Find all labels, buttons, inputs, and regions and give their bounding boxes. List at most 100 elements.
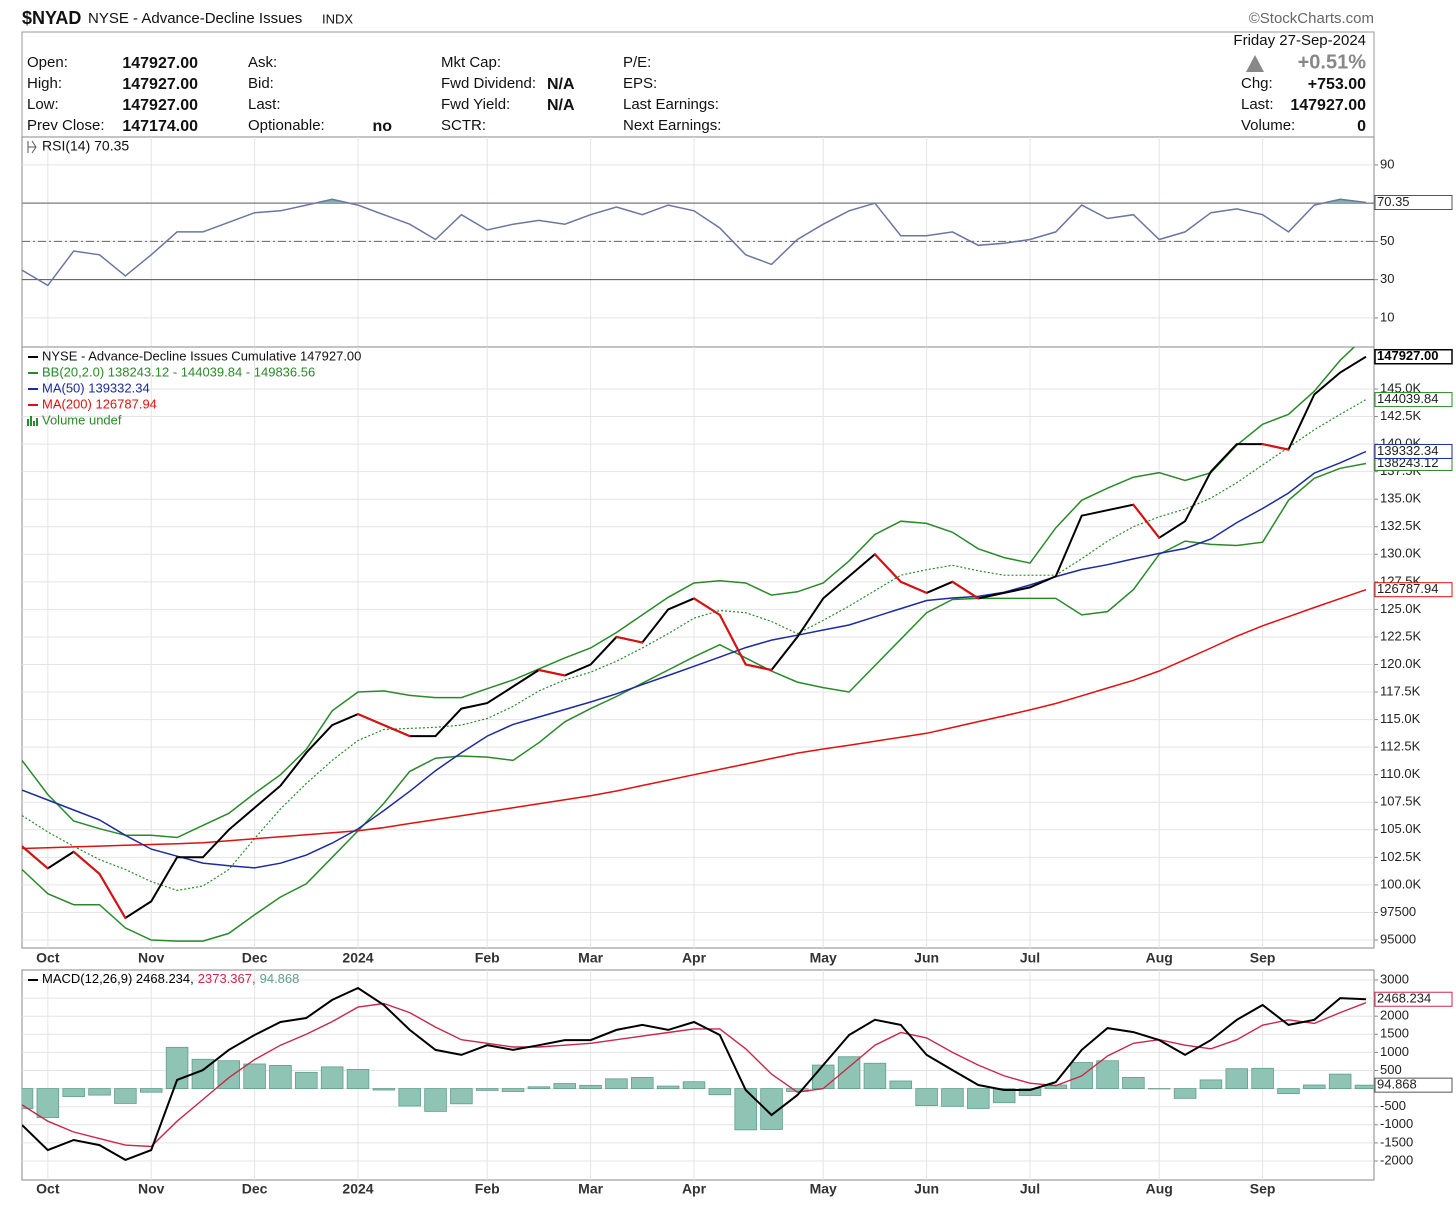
histogram-bar xyxy=(139,1088,163,1093)
histogram-bar xyxy=(992,1088,1016,1104)
credit: ©StockCharts.com xyxy=(1249,10,1374,27)
legend-entry: MA(200) 126787.94 xyxy=(42,396,157,411)
price-down-segment xyxy=(1261,443,1290,451)
histogram-bar xyxy=(1328,1073,1352,1089)
quote-value: no xyxy=(372,118,392,135)
legend-entry: MACD(12,26,9) 2468.234, xyxy=(42,971,194,986)
y-tick-label: 112.5K xyxy=(1380,739,1421,754)
rsi-line xyxy=(22,198,1367,287)
price-down-segment xyxy=(951,580,980,600)
histogram-bar xyxy=(837,1056,861,1089)
x-tick-label: Feb xyxy=(475,1181,500,1197)
quote-value: 147927.00 xyxy=(1290,97,1366,114)
histogram-bar xyxy=(967,1088,990,1109)
x-tick-label: Jun xyxy=(914,1181,939,1197)
quote-value: N/A xyxy=(547,97,575,114)
x-tick-label: Mar xyxy=(578,1181,603,1197)
bb-middle xyxy=(22,399,1367,892)
quote-label: Next Earnings: xyxy=(623,117,721,134)
value-box-label: 70.35 xyxy=(1377,194,1410,209)
histogram-bar xyxy=(450,1088,473,1105)
histogram-bar xyxy=(1303,1084,1326,1089)
price-down-segment xyxy=(357,713,385,727)
histogram-bar xyxy=(1096,1060,1119,1089)
legend-entry: NYSE - Advance-Decline Issues Cumulative… xyxy=(42,348,361,363)
histogram-bar xyxy=(605,1078,628,1089)
up-arrow xyxy=(1246,55,1264,72)
change-pct: +0.51% xyxy=(1298,51,1367,73)
price-down-segment xyxy=(22,845,49,870)
value-box-label: 144039.84 xyxy=(1377,391,1438,406)
x-tick-label: Aug xyxy=(1146,1181,1173,1197)
histogram-bar xyxy=(501,1088,525,1092)
quote-label: Fwd Yield: xyxy=(441,96,510,113)
quote-value: 0 xyxy=(1357,118,1366,135)
histogram-bar xyxy=(1018,1088,1042,1096)
y-tick-label: -500 xyxy=(1380,1098,1406,1113)
histogram-bar xyxy=(346,1069,370,1089)
quote-value: +753.00 xyxy=(1308,76,1366,93)
histogram-bar xyxy=(22,1088,34,1110)
x-tick-label: May xyxy=(810,1181,837,1197)
histogram-bar xyxy=(553,1083,577,1089)
legend-entry: BB(20,2.0) 138243.12 - 144039.84 - 14983… xyxy=(42,364,315,379)
quote-label: Last: xyxy=(1241,96,1274,113)
x-tick-label: Oct xyxy=(36,1181,60,1197)
quote-value: N/A xyxy=(547,76,575,93)
quote-label: Fwd Dividend: xyxy=(441,75,536,92)
y-tick-label: 1500 xyxy=(1380,1026,1409,1041)
value-box xyxy=(1374,991,1453,1007)
quote-label: Ask: xyxy=(248,54,277,71)
rsi-icon xyxy=(27,140,37,154)
quote-label: EPS: xyxy=(623,75,657,92)
y-tick-label: 30 xyxy=(1380,271,1394,286)
price-down-segment xyxy=(693,597,721,616)
value-box xyxy=(1374,195,1453,211)
value-box xyxy=(1374,1077,1453,1093)
quote-label: P/E: xyxy=(623,54,651,71)
rsi-title: RSI(14) 70.35 xyxy=(42,138,129,154)
histogram-bar xyxy=(734,1088,757,1131)
histogram-bar xyxy=(1354,1084,1374,1089)
y-tick-label: 130.0K xyxy=(1380,546,1422,561)
value-box-label: 147927.00 xyxy=(1377,348,1438,363)
histogram-bar xyxy=(760,1088,783,1130)
histogram-bar xyxy=(36,1088,60,1118)
quote-value: 147927.00 xyxy=(122,97,198,114)
histogram-bar xyxy=(682,1081,706,1089)
y-tick-label: 3000 xyxy=(1380,971,1409,986)
histogram-bar xyxy=(320,1066,344,1089)
histogram-bar xyxy=(114,1088,137,1104)
y-tick-label: 1000 xyxy=(1380,1044,1409,1059)
quote-value: 147174.00 xyxy=(122,118,198,135)
quote-label: SCTR: xyxy=(441,117,486,134)
ma200-line xyxy=(22,588,1367,850)
histogram-bar xyxy=(269,1065,292,1089)
value-box xyxy=(1374,392,1453,408)
histogram-bar xyxy=(631,1076,654,1089)
legend-entry: Volume undef xyxy=(42,412,122,427)
y-tick-label: 145.0K xyxy=(1380,380,1422,395)
legend-entry: 94.868 xyxy=(260,971,300,986)
histogram-bar xyxy=(424,1088,447,1112)
x-tick-label: Oct xyxy=(36,950,60,966)
histogram-bar xyxy=(889,1080,913,1089)
x-tick-label: Dec xyxy=(242,950,268,966)
quote-date: Friday 27-Sep-2024 xyxy=(1233,32,1366,49)
y-tick-label: 115.0K xyxy=(1380,711,1421,726)
value-box-label: 139332.34 xyxy=(1377,443,1438,458)
quote-label: Prev Close: xyxy=(27,117,105,134)
y-tick-label: 110.0K xyxy=(1380,766,1421,781)
x-tick-label: May xyxy=(810,950,837,966)
rsi-overbought-fill xyxy=(22,199,1366,204)
symbol-name: NYSE - Advance-Decline Issues xyxy=(88,10,302,27)
x-tick-label: Sep xyxy=(1250,950,1276,966)
histogram-bar xyxy=(527,1086,551,1089)
histogram-bar xyxy=(475,1088,499,1091)
price-down-segment xyxy=(98,872,127,919)
legend-entry: 2373.367, xyxy=(198,971,256,986)
price-down-segment xyxy=(615,635,644,644)
quote-label: Volume: xyxy=(1241,117,1295,134)
value-box xyxy=(1374,443,1453,459)
x-tick-label: Nov xyxy=(138,1181,165,1197)
